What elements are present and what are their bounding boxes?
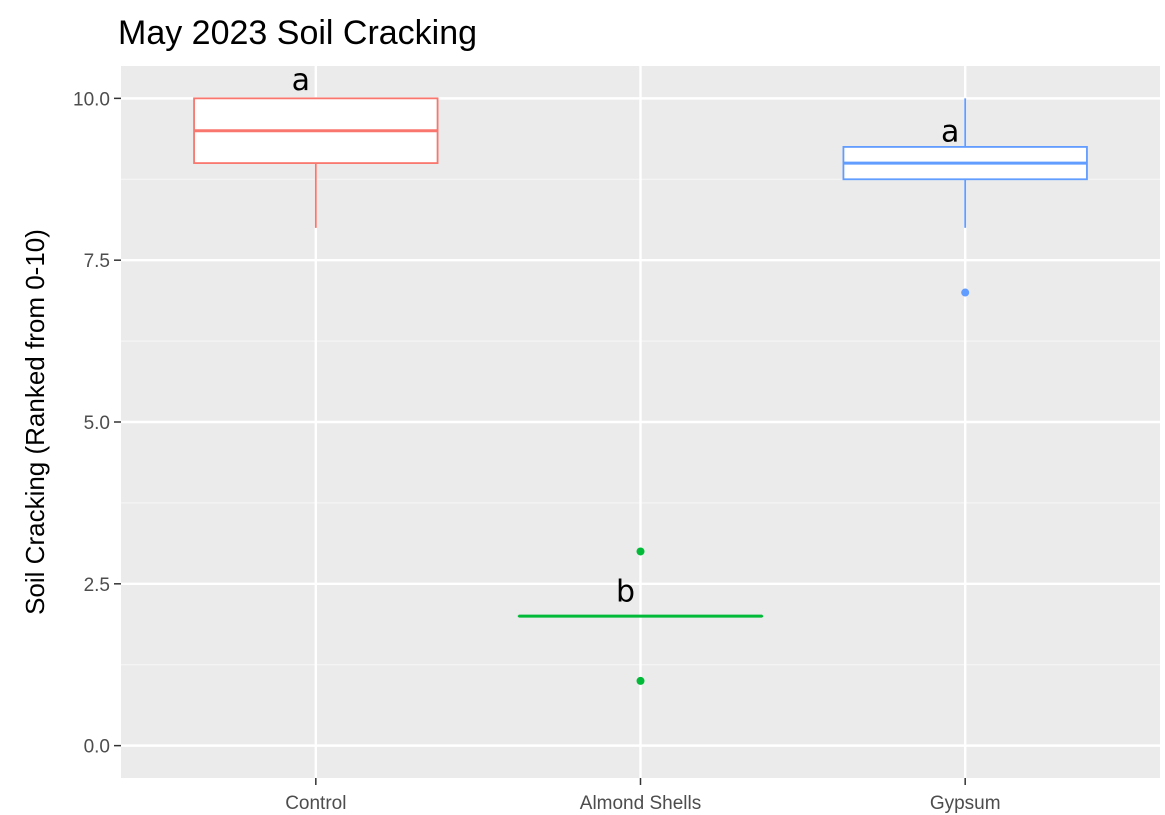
y-axis: 0.0 2.5 5.0 7.5 10.0: [73, 89, 121, 758]
x-tick-label: Control: [285, 793, 346, 814]
boxes: [193, 97, 1088, 685]
box-gypsum: [842, 98, 1088, 297]
x-tick-label: Almond Shells: [580, 793, 701, 814]
y-tick-label: 10.0: [73, 89, 110, 110]
y-tick-label: 5.0: [84, 413, 110, 434]
significance-letters: a b a: [292, 63, 960, 609]
significance-letter: a: [292, 63, 310, 98]
significance-letter: a: [941, 115, 959, 150]
x-axis: Control Almond Shells Gypsum: [285, 778, 1001, 814]
outlier-point: [961, 288, 970, 297]
significance-letter: b: [616, 574, 635, 609]
x-tick-label: Gypsum: [930, 793, 1001, 814]
y-tick-label: 2.5: [84, 575, 110, 596]
box-control: [193, 97, 439, 228]
y-tick-label: 0.0: [84, 737, 110, 758]
chart-title: May 2023 Soil Cracking: [118, 14, 477, 52]
box-almond-shells: [517, 547, 764, 685]
outlier-point: [636, 547, 645, 556]
outlier-point: [636, 676, 645, 685]
y-tick-label: 7.5: [84, 251, 110, 272]
y-axis-label: Soil Cracking (Ranked from 0-10): [20, 229, 50, 615]
